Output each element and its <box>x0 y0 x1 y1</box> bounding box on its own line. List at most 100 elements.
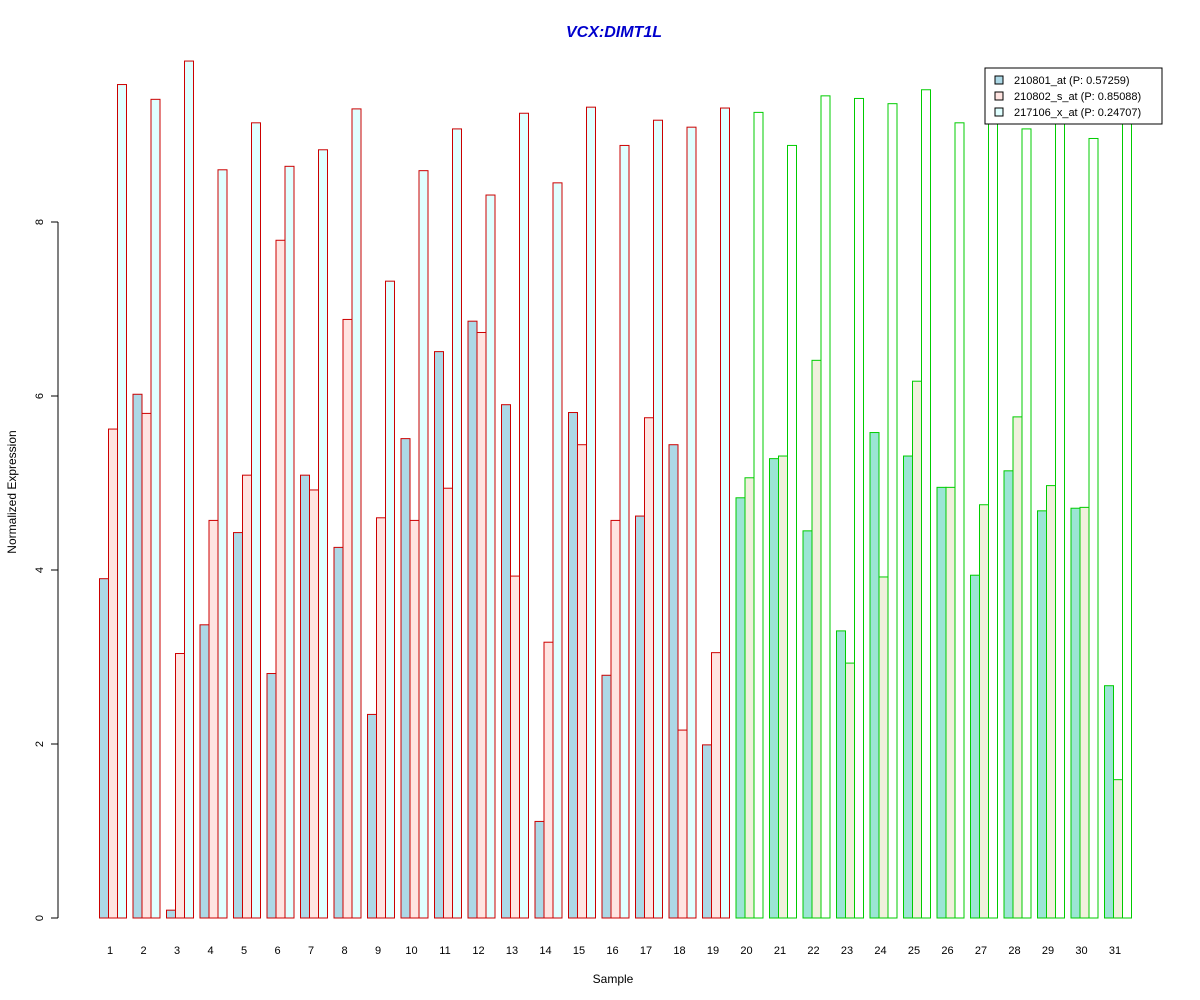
bar-2-sample-5 <box>242 474 252 919</box>
bar-2-sample-4 <box>208 519 219 919</box>
x-tick-label: 23 <box>841 945 853 957</box>
bar-3-sample-27 <box>988 117 998 919</box>
bar-2-sample-13 <box>510 575 520 919</box>
x-tick-label: 27 <box>975 945 987 957</box>
x-tick-label: 30 <box>1075 945 1087 957</box>
x-axis-tick-labels: 1 2 3 4 5 6 7 8 9 10 11 12 13 14 15 16 17 18 19 20 21 22 23 24 2… <box>107 945 1121 957</box>
x-tick-label: 28 <box>1008 945 1020 957</box>
bar-1-sample-8 <box>333 546 344 919</box>
y-tick-label: 8 <box>34 219 46 225</box>
y-tick-label: 4 <box>34 567 46 573</box>
x-tick-label: 8 <box>341 945 347 957</box>
x-tick-label: 1 <box>107 945 113 957</box>
bar-2-sample-12 <box>476 331 487 919</box>
bar-3-sample-26 <box>954 122 965 919</box>
x-tick-label: 9 <box>375 945 381 957</box>
bar-2-sample-29 <box>1046 485 1056 919</box>
bar-2-sample-16 <box>610 519 621 919</box>
bar-2-sample-28 <box>1012 416 1023 919</box>
x-tick-label: 21 <box>774 945 786 957</box>
x-tick-label: 6 <box>274 945 280 957</box>
x-axis-label: Sample <box>593 972 634 986</box>
bar-3-sample-8 <box>351 108 362 919</box>
bar-3-sample-13 <box>519 112 529 919</box>
bar-3-sample-6 <box>284 165 295 919</box>
bar-3-sample-3 <box>184 60 194 919</box>
x-tick-label: 16 <box>606 945 618 957</box>
bars <box>99 60 1132 919</box>
bar-1-sample-20 <box>735 497 746 919</box>
x-tick-label: 25 <box>908 945 920 957</box>
chart-title: VCX:DIMT1L <box>566 24 662 41</box>
x-tick-label: 19 <box>707 945 719 957</box>
bar-1-sample-11 <box>434 351 444 919</box>
bar-3-sample-14 <box>552 182 563 919</box>
legend-swatch-1 <box>994 75 1004 85</box>
bar-3-sample-20 <box>753 111 764 919</box>
bar-1-sample-24 <box>869 432 880 919</box>
bar-1-sample-2 <box>132 393 143 919</box>
bar-3-sample-7 <box>318 149 328 919</box>
bar-2-sample-3 <box>175 653 185 919</box>
x-tick-label: 3 <box>174 945 180 957</box>
x-tick-label: 17 <box>640 945 652 957</box>
bar-3-sample-11 <box>452 128 462 919</box>
x-tick-label: 12 <box>472 945 484 957</box>
bar-2-sample-31 <box>1113 779 1123 919</box>
x-tick-label: 15 <box>573 945 585 957</box>
bar-2-sample-10 <box>409 519 420 919</box>
bar-3-sample-22 <box>820 95 831 919</box>
x-tick-label: 24 <box>874 945 886 957</box>
bar-2-sample-25 <box>912 380 922 919</box>
bar-3-sample-19 <box>720 107 730 919</box>
legend-swatch-3 <box>994 107 1004 117</box>
x-tick-label: 11 <box>439 945 450 957</box>
x-tick-label: 29 <box>1042 945 1054 957</box>
x-tick-label: 14 <box>539 945 551 957</box>
bar-1-sample-17 <box>635 515 645 919</box>
bar-3-sample-10 <box>418 170 429 919</box>
bar-2-sample-19 <box>711 652 721 919</box>
bar-2-sample-8 <box>342 318 353 919</box>
bar-3-sample-31 <box>1122 117 1132 919</box>
bar-1-sample-29 <box>1037 510 1047 919</box>
bar-1-sample-31 <box>1104 685 1114 919</box>
x-tick-label: 13 <box>506 945 518 957</box>
bar-1-sample-1 <box>99 578 109 919</box>
x-tick-label: 26 <box>941 945 953 957</box>
bar-1-sample-27 <box>970 574 980 919</box>
legend: 210801_at (P: 0.57259) 210802_s_at (P: 0.… <box>984 67 1163 125</box>
bar-3-sample-1 <box>117 84 127 919</box>
bar-1-sample-4 <box>199 624 210 919</box>
bar-3-sample-17 <box>653 119 663 919</box>
y-axis-label: Normalized Expression <box>5 430 19 553</box>
bar-1-sample-22 <box>802 530 813 919</box>
bar-1-sample-25 <box>903 455 913 919</box>
bar-3-sample-2 <box>150 98 161 919</box>
legend-box <box>984 67 1163 125</box>
bar-1-sample-23 <box>836 630 846 919</box>
x-tick-label: 7 <box>308 945 314 957</box>
bar-2-sample-23 <box>845 662 855 919</box>
bar-1-sample-26 <box>936 486 947 919</box>
bar-1-sample-7 <box>300 474 310 919</box>
legend-item-3: 217106_x_at (P: 0.24707) <box>1014 107 1141 119</box>
bar-1-sample-19 <box>702 744 712 919</box>
x-tick-label: 22 <box>807 945 819 957</box>
bar-1-sample-10 <box>400 438 411 919</box>
bar-2-sample-26 <box>945 486 956 919</box>
bar-1-sample-6 <box>266 673 277 919</box>
bar-1-sample-15 <box>568 412 578 919</box>
bar-1-sample-13 <box>501 404 511 919</box>
x-tick-label: 18 <box>673 945 685 957</box>
bar-2-sample-18 <box>677 729 688 919</box>
legend-swatch-2 <box>994 91 1004 101</box>
bar-3-sample-23 <box>854 97 864 919</box>
bar-3-sample-12 <box>485 194 496 919</box>
x-tick-label: 10 <box>405 945 417 957</box>
bar-3-sample-30 <box>1088 137 1099 919</box>
bar-2-sample-30 <box>1079 506 1090 919</box>
bar-3-sample-18 <box>686 126 697 919</box>
bar-2-sample-14 <box>543 641 554 919</box>
